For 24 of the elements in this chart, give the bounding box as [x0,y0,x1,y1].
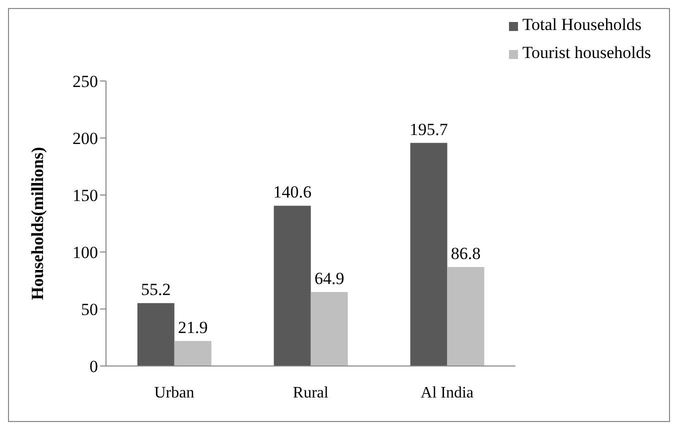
y-tick-label: 50 [81,300,98,320]
data-label: 64.9 [314,269,344,288]
y-tick-label: 150 [72,186,98,206]
y-tick-label: 250 [72,72,98,92]
y-tick-label: 200 [72,129,98,148]
bar [174,341,212,366]
x-tick-label: Al India [420,384,474,402]
legend-label: Tourist households [522,43,651,62]
bar [274,206,311,366]
bar [410,142,448,366]
bar [310,292,348,366]
legend-label: Total Households [522,15,642,34]
x-tick-label: Rural [292,384,329,402]
y-tick-label: 100 [72,243,98,262]
bar [137,303,174,366]
y-tick-label: 0 [90,357,98,376]
data-label: 140.6 [273,182,312,202]
data-label: 21.9 [178,318,208,338]
data-label: 195.7 [410,120,448,139]
data-label: 55.2 [141,280,171,300]
x-tick-label: Urban [154,384,194,402]
data-label: 86.8 [450,244,481,264]
y-axis-title: Households(millions) [28,146,48,300]
bar [447,267,484,366]
